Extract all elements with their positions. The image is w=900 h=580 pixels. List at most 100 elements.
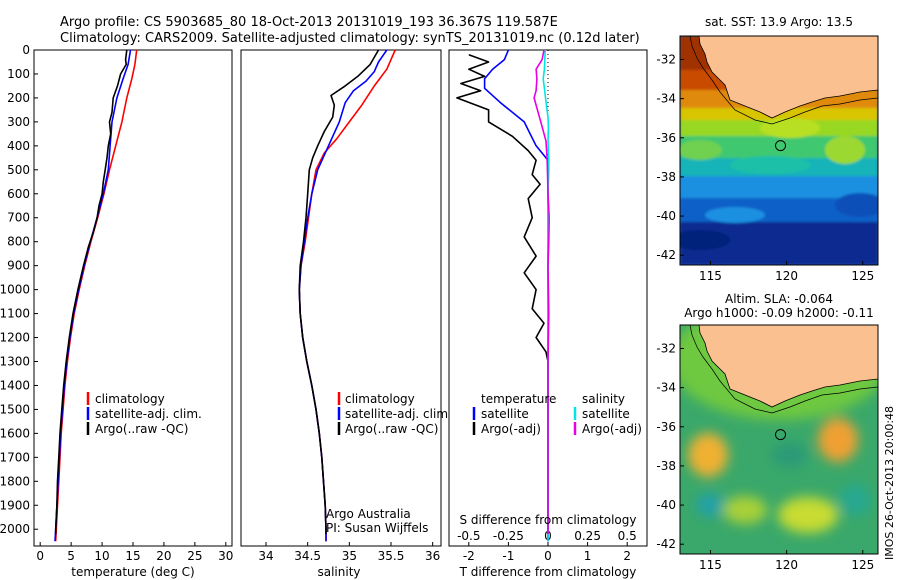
sst-map-title: sat. SST: 13.9 Argo: 13.5 xyxy=(705,15,853,29)
s-diff-xlabel: S difference from climatology xyxy=(460,513,637,527)
y-tick-label: -42 xyxy=(656,537,676,551)
x-tick-label: -1 xyxy=(502,549,514,563)
imos-credit: IMOS 26-Oct-2013 20:00:48 xyxy=(883,406,896,560)
temperature-legend: climatology satellite-adj. clim. Argo(..… xyxy=(86,392,202,436)
y-tick-label: -34 xyxy=(656,92,676,106)
salinity-series xyxy=(298,49,396,542)
legend-satellite: satellite-adj. clim. xyxy=(95,407,202,421)
y-tick-label: 500 xyxy=(7,163,30,177)
salinity-xlabel: salinity xyxy=(317,565,360,579)
sst-field xyxy=(680,36,878,265)
y-tick-label: 0 xyxy=(22,43,30,57)
t-diff-xlabel: T difference from climatology xyxy=(459,565,637,579)
x-tick2-label: 0.25 xyxy=(574,529,601,543)
x-tick-label: 10 xyxy=(94,549,109,563)
y-tick-label: -40 xyxy=(656,209,676,223)
x-tick-label: 25 xyxy=(187,549,202,563)
legend-climatology: climatology xyxy=(345,392,415,406)
y-tick-label: -32 xyxy=(656,341,676,355)
series-argo-raw-qc xyxy=(298,49,380,534)
y-tick-label: 100 xyxy=(7,67,30,81)
legend-temperature-title: temperature xyxy=(481,392,556,406)
salinity-axes xyxy=(240,49,442,547)
x-tick2-label: -0.25 xyxy=(493,529,524,543)
argo-marker xyxy=(775,429,787,441)
series-salinity-argo-adj xyxy=(533,49,550,534)
x-tick-label: 34.5 xyxy=(294,549,321,563)
sla-map-title1: Altim. SLA: -0.064 xyxy=(725,292,833,306)
legend-s-argo: Argo(-adj) xyxy=(582,422,642,436)
y-tick-label: -38 xyxy=(656,170,676,184)
y-tick-label: 800 xyxy=(7,235,30,249)
x-tick-label: 120 xyxy=(775,558,798,572)
temperature-ticks: 0 5 10 15 20 25 30 xyxy=(36,542,233,563)
legend-satellite: satellite-adj. clim. xyxy=(345,407,452,421)
y-tick-label: 200 xyxy=(7,91,30,105)
sla-map-title2: Argo h1000: -0.09 h2000: -0.11 xyxy=(684,306,874,320)
y-tick-label: 900 xyxy=(7,259,30,273)
y-tick-label: 1200 xyxy=(0,331,30,345)
legend-salinity-title: salinity xyxy=(582,392,625,406)
sla-coast-contour xyxy=(689,325,878,414)
x-tick-label: 120 xyxy=(775,269,798,283)
temperature-series xyxy=(54,49,138,542)
sst-coast-contour xyxy=(689,36,878,125)
x-tick-label: 125 xyxy=(851,558,874,572)
y-tick-label: -32 xyxy=(656,52,676,66)
difference-ticks: -2 -1 0 1 2-0.5 -0.25 0 0.25 0.5 xyxy=(457,529,637,563)
sst-map-panel: sat. SST: 13.9 Argo: 13.5 xyxy=(656,15,879,283)
argo-australia-label: Argo Australia xyxy=(326,507,411,521)
header-line1: Argo profile: CS 5903685_80 18-Oct-2013 … xyxy=(60,15,558,30)
temperature-axes xyxy=(33,49,233,547)
x-tick-label: 1 xyxy=(584,549,592,563)
x-tick-label: 35.5 xyxy=(378,549,405,563)
y-tick-label: 1000 xyxy=(0,283,30,297)
y-tick-label: -40 xyxy=(656,498,676,512)
sst-map-axes xyxy=(679,35,879,266)
y-tick-label: 1800 xyxy=(0,474,30,488)
salinity-panel: 34 34.5 35 35.5 36 climatology satellite-adj… xyxy=(240,49,452,579)
y-tick-label: 700 xyxy=(7,211,30,225)
sst-map-ticks: 115 120 125 -32 -34 -36 -38 -40 -42 xyxy=(656,52,874,283)
legend-t-satellite: satellite xyxy=(481,407,529,421)
y-tick-label: 300 xyxy=(7,115,30,129)
x-tick-label: 30 xyxy=(218,549,233,563)
y-tick-label: 1400 xyxy=(0,378,30,392)
x-tick-label: 0 xyxy=(36,549,44,563)
y-tick-label: 1900 xyxy=(0,498,30,512)
x-tick2-label: 0.5 xyxy=(618,529,637,543)
x-tick-label: 34 xyxy=(258,549,273,563)
salinity-legend: climatology satellite-adj. clim. Argo(..… xyxy=(337,392,452,436)
temperature-xlabel: temperature (deg C) xyxy=(71,565,194,579)
sla-land xyxy=(698,325,878,408)
x-tick-label: 20 xyxy=(156,549,171,563)
salinity-ticks: 34 34.5 35 35.5 36 xyxy=(258,542,440,563)
y-tick-label: 1600 xyxy=(0,426,30,440)
header-line2: Climatology: CARS2009. Satellite-adjuste… xyxy=(60,31,640,46)
y-tick-label: 1500 xyxy=(0,402,30,416)
sst-land xyxy=(698,36,878,119)
depth-axis-ticks: 0 100 200 300 400 500 600 700 800 900 1000 1100 1200… xyxy=(0,43,38,536)
x-tick-label: 0 xyxy=(544,549,552,563)
x-tick-label: 36 xyxy=(425,549,440,563)
legend-argo: Argo(..raw -QC) xyxy=(95,422,188,436)
x-tick-label: 15 xyxy=(125,549,140,563)
x-tick-label: 115 xyxy=(699,269,722,283)
legend-climatology: climatology xyxy=(95,392,165,406)
y-tick-label: 2000 xyxy=(0,522,30,536)
y-tick-label: 1700 xyxy=(0,450,30,464)
difference-series xyxy=(456,49,550,542)
y-tick-label: 600 xyxy=(7,187,30,201)
x-tick-label: 5 xyxy=(67,549,75,563)
sla-map-axes xyxy=(679,324,879,555)
pi-label: PI: Susan Wijffels xyxy=(326,521,428,535)
y-tick-label: -38 xyxy=(656,459,676,473)
y-tick-label: 1300 xyxy=(0,354,30,368)
x-tick-label: 2 xyxy=(623,549,631,563)
difference-legend: temperature satellite Argo(-adj) salinit… xyxy=(472,392,642,436)
argo-marker xyxy=(775,140,787,152)
legend-t-argo: Argo(-adj) xyxy=(481,422,541,436)
legend-argo: Argo(..raw -QC) xyxy=(345,422,438,436)
y-tick-label: -36 xyxy=(656,131,676,145)
